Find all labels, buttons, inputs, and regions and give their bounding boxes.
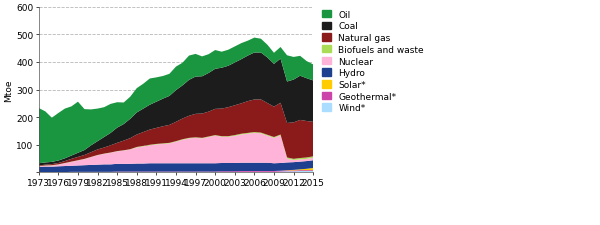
Legend: Oil, Coal, Natural gas, Biofuels and waste, Nuclear, Hydro, Solar*, Geothermal*,: Oil, Coal, Natural gas, Biofuels and was… [320, 9, 426, 115]
Y-axis label: Mtoe: Mtoe [4, 79, 13, 101]
